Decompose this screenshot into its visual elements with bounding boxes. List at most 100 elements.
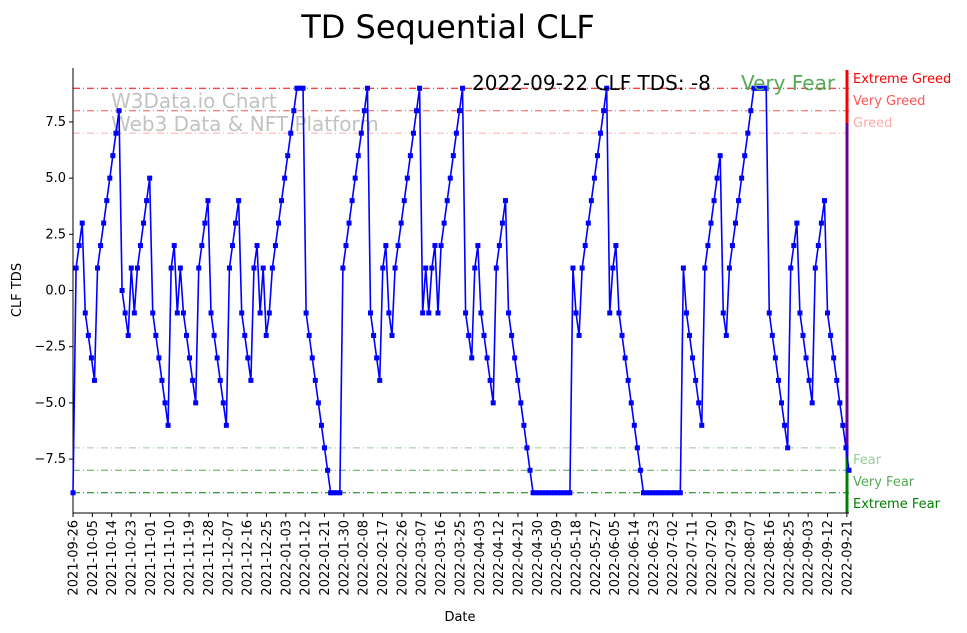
data-point <box>263 332 269 338</box>
data-point <box>177 265 183 271</box>
data-point <box>484 355 490 361</box>
x-tick-label: 2021-11-10 <box>163 520 178 596</box>
data-point <box>640 490 646 496</box>
x-tick-label: 2022-06-23 <box>647 520 662 596</box>
data-point <box>279 198 285 204</box>
data-point <box>328 490 334 496</box>
data-point <box>153 332 159 338</box>
data-point <box>552 490 558 496</box>
data-point <box>800 332 806 338</box>
data-point <box>601 108 607 114</box>
x-tick-label: 2022-03-16 <box>434 520 449 596</box>
data-point <box>745 130 751 136</box>
y-tick-label: −2.5 <box>34 340 66 355</box>
data-point <box>159 377 165 383</box>
data-point <box>598 130 604 136</box>
data-point <box>438 243 444 249</box>
data-point <box>337 490 343 496</box>
data-point <box>785 445 791 451</box>
data-point <box>521 422 527 428</box>
data-point <box>613 243 619 249</box>
data-point <box>585 220 591 226</box>
data-point <box>91 377 97 383</box>
level-labels: Extreme Greed Very Greed Greed Fear Very Fea… <box>853 72 951 512</box>
data-point <box>70 490 76 496</box>
data-point <box>736 198 742 204</box>
data-point <box>607 310 613 316</box>
level-label-fear: Fear <box>853 453 882 468</box>
data-point <box>386 310 392 316</box>
data-point <box>79 220 85 226</box>
x-tick-label: 2021-12-25 <box>260 520 275 596</box>
data-point <box>680 265 686 271</box>
x-tick-label: 2022-07-29 <box>724 520 739 596</box>
data-point <box>371 332 377 338</box>
data-point <box>705 243 711 249</box>
data-point <box>518 400 524 406</box>
data-point <box>257 310 263 316</box>
watermark-line-1: W3Data.io Chart <box>111 89 277 113</box>
x-tick-label: 2022-02-08 <box>357 520 372 596</box>
data-point <box>187 355 193 361</box>
x-tick-label: 2022-08-16 <box>763 520 778 596</box>
data-point <box>742 153 748 159</box>
data-point <box>426 310 432 316</box>
data-point <box>726 265 732 271</box>
data-point <box>637 467 643 473</box>
data-point <box>456 108 462 114</box>
x-tick-label: 2022-01-12 <box>299 520 314 596</box>
data-point <box>555 490 561 496</box>
data-point <box>475 243 481 249</box>
data-point <box>318 422 324 428</box>
x-tick-label: 2021-11-19 <box>183 520 198 596</box>
data-point <box>558 490 564 496</box>
data-point <box>306 332 312 338</box>
data-point <box>441 220 447 226</box>
x-tick-label: 2022-09-12 <box>821 520 836 596</box>
chart-title: TD Sequential CLF <box>300 8 595 46</box>
data-point <box>208 310 214 316</box>
data-point <box>576 332 582 338</box>
data-point <box>398 220 404 226</box>
data-point <box>604 85 610 91</box>
x-tick-label: 2022-08-25 <box>782 520 797 596</box>
y-tick-label: −5.0 <box>34 396 66 411</box>
data-point <box>797 310 803 316</box>
x-tick-label: 2022-04-30 <box>531 520 546 596</box>
data-point <box>662 490 668 496</box>
data-point <box>104 198 110 204</box>
data-point <box>137 243 143 249</box>
data-point <box>269 265 275 271</box>
x-tick-label: 2022-04-21 <box>511 520 526 596</box>
data-point <box>414 108 420 114</box>
data-point <box>266 310 272 316</box>
y-tick-label: 7.5 <box>45 115 66 130</box>
level-label-extreme-fear: Extreme Fear <box>853 497 941 512</box>
data-point <box>469 355 475 361</box>
data-point <box>303 310 309 316</box>
data-point <box>110 153 116 159</box>
x-tick-label: 2022-05-27 <box>589 520 604 596</box>
data-point <box>107 175 113 181</box>
data-point <box>674 490 680 496</box>
data-point <box>582 243 588 249</box>
data-point <box>527 467 533 473</box>
y-tick-label: −7.5 <box>34 452 66 467</box>
data-point <box>791 243 797 249</box>
data-point <box>404 175 410 181</box>
x-tick-label: 2022-09-21 <box>840 520 855 596</box>
data-point <box>478 310 484 316</box>
x-tick-label: 2022-09-03 <box>802 520 817 596</box>
data-point <box>616 310 622 316</box>
x-tick-label: 2022-01-03 <box>279 520 294 596</box>
x-tick-label: 2021-11-01 <box>144 520 159 596</box>
data-point <box>420 310 426 316</box>
data-point <box>368 310 374 316</box>
level-lines <box>73 87 849 494</box>
data-point <box>260 265 266 271</box>
data-point <box>447 175 453 181</box>
data-point <box>199 243 205 249</box>
data-point <box>251 265 257 271</box>
data-point <box>217 377 223 383</box>
